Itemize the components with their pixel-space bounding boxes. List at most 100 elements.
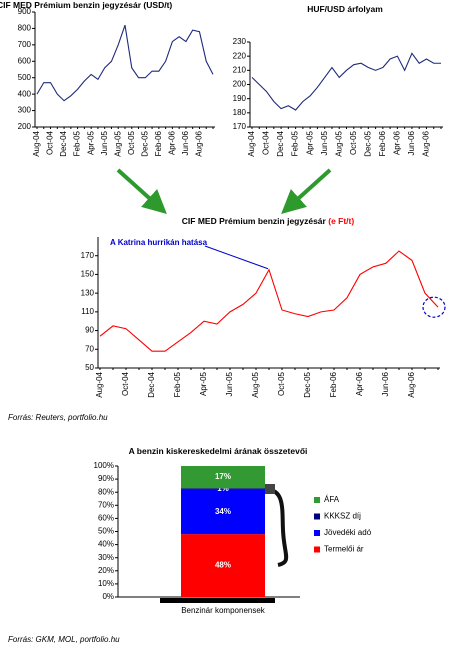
- legend-label: Termelői ár: [324, 545, 364, 554]
- x-tick-label: Oct-05: [349, 130, 358, 155]
- x-tick-label: Aug-06: [422, 130, 431, 156]
- x-tick-label: Aug-06: [407, 371, 416, 397]
- y-tick-label: 60%: [98, 514, 114, 523]
- title-text: CIF MED Prémium benzin jegyzésár (USD/t): [0, 0, 172, 10]
- y-tick-label: 500: [18, 73, 32, 82]
- x-tick-label: Dec-05: [303, 371, 312, 397]
- y-tick-label: 150: [81, 270, 95, 279]
- y-tick-label: 50%: [98, 527, 114, 536]
- legend-swatch: [314, 513, 320, 520]
- legend-label: KKKSZ díj: [324, 512, 361, 521]
- y-tick-label: 400: [18, 89, 32, 98]
- x-tick-label: Jun-05: [320, 130, 329, 155]
- title-text: A benzin kiskereskedelmi árának összetev…: [129, 446, 308, 456]
- x-tick-label: Aug-04: [32, 130, 41, 156]
- arrow: [281, 168, 332, 215]
- y-tick-label: 700: [18, 40, 32, 49]
- y-tick-label: 90: [85, 326, 94, 335]
- y-tick-label: 180: [233, 108, 247, 117]
- y-tick-label: 100%: [94, 461, 114, 470]
- y-tick-label: 200: [18, 122, 32, 131]
- y-tick-label: 70: [85, 344, 94, 353]
- y-tick-label: 40%: [98, 540, 114, 549]
- legend-label: ÁFA: [324, 495, 340, 504]
- source: Forrás: GKM, MOL, portfolio.hu: [8, 635, 120, 644]
- value-label: 1%: [217, 484, 229, 493]
- legend-swatch: [314, 497, 320, 503]
- x-tick-label: Aug-05: [113, 130, 122, 156]
- y-tick-label: 190: [233, 94, 247, 103]
- y-tick-label: 900: [18, 7, 32, 16]
- x-tick-label: Oct-05: [277, 371, 286, 396]
- x-tick-label: Jun-06: [407, 130, 416, 155]
- title-text: HUF/USD árfolyam: [307, 4, 383, 14]
- x-tick-label: Jun-06: [381, 371, 390, 396]
- x-tick-label: Feb-06: [378, 130, 387, 156]
- y-tick-label: 110: [81, 307, 94, 316]
- x-tick-label: Apr-05: [199, 371, 208, 396]
- x-tick-label: Apr-06: [355, 371, 364, 396]
- x-tick-label: Dec-04: [276, 130, 285, 156]
- x-tick-label: Dec-04: [147, 371, 156, 397]
- x-tick-label: Apr-05: [305, 130, 314, 155]
- legend-swatch: [314, 530, 320, 536]
- pump-hose: [264, 487, 289, 567]
- x-tick-label: Apr-06: [392, 130, 401, 155]
- y-tick-label: 300: [18, 106, 32, 115]
- y-tick-label: 80%: [98, 487, 114, 496]
- y-tick-label: 220: [233, 51, 247, 60]
- x-tick-label: Jun-05: [100, 130, 109, 155]
- x-tick-label: Feb-06: [329, 371, 338, 397]
- pump-nozzle: [265, 484, 275, 494]
- value-label: 48%: [215, 561, 231, 570]
- x-tick-label: Jun-05: [225, 371, 234, 396]
- highlight: [422, 296, 446, 318]
- x-tick-label: Oct-04: [46, 130, 55, 155]
- x-tick-label: Aug-05: [251, 371, 260, 397]
- chart-title: HUF/USD árfolyam: [307, 4, 383, 14]
- x-tick-label: Feb-05: [291, 130, 300, 156]
- chart-title: CIF MED Prémium benzin jegyzésár (USD/t): [0, 0, 172, 10]
- source: Forrás: Reuters, portfolio.hu: [8, 413, 108, 422]
- bar-segment: [181, 489, 265, 535]
- x-tick-label: Aug-04: [95, 371, 104, 397]
- bar-segment: [181, 488, 265, 490]
- x-tick-label: Aug-04: [247, 130, 256, 156]
- y-tick-label: 50: [85, 363, 94, 372]
- y-tick-label: 600: [18, 56, 32, 65]
- x-tick-label: Apr-06: [167, 130, 176, 155]
- chart-title: CIF MED Prémium benzin jegyzésár (e Ft/t…: [182, 216, 355, 226]
- arrow: [116, 168, 167, 215]
- bar-segment: [181, 534, 265, 597]
- y-tick-label: 20%: [98, 566, 114, 575]
- y-tick-label: 90%: [98, 474, 114, 483]
- y-tick-label: 130: [81, 288, 95, 297]
- line: [99, 250, 439, 352]
- y-tick-label: 170: [81, 251, 95, 260]
- annotation-arrow: [204, 245, 269, 270]
- line: [251, 52, 441, 111]
- x-tick-label: Dec-05: [140, 130, 149, 156]
- x-tick-label: Benzinár komponensek: [181, 606, 266, 615]
- x-tick-label: Dec-04: [59, 130, 68, 156]
- y-tick-label: 0%: [102, 592, 114, 601]
- chart-title: A benzin kiskereskedelmi árának összetev…: [129, 446, 308, 456]
- x-tick-label: Aug-05: [334, 130, 343, 156]
- y-tick-label: 210: [233, 65, 247, 74]
- x-tick-label: Oct-04: [121, 371, 130, 396]
- x-tick-label: Feb-05: [173, 371, 182, 397]
- legend-label: Jövedéki adó: [324, 528, 372, 537]
- x-tick-label: Oct-04: [262, 130, 271, 155]
- y-tick-label: 10%: [98, 579, 114, 588]
- value-label: 17%: [215, 472, 231, 481]
- x-tick-label: Feb-06: [154, 130, 163, 156]
- pump-base: [160, 598, 275, 603]
- y-tick-label: 230: [233, 37, 247, 46]
- bar-segment: [181, 466, 265, 489]
- title-unit: (e Ft/t): [328, 216, 354, 226]
- value-label: 34%: [215, 507, 231, 516]
- y-tick-label: 30%: [98, 553, 114, 562]
- y-tick-label: 200: [233, 80, 247, 89]
